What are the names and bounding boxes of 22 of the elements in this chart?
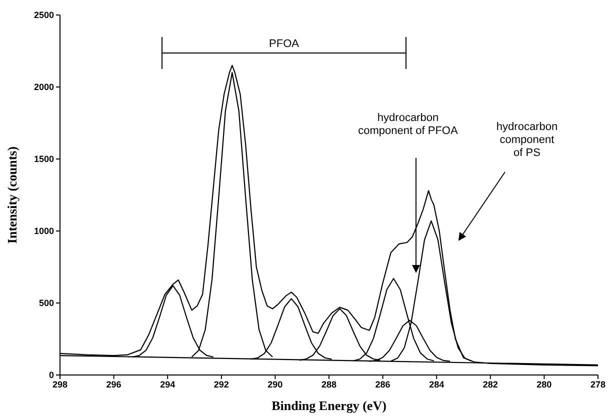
x-tick-label: 278 [590, 379, 606, 390]
x-tick-label: 294 [160, 379, 176, 390]
y-tick-label: 2000 [34, 82, 54, 92]
y-tick-label: 1500 [34, 154, 54, 164]
x-tick-label: 292 [214, 379, 229, 390]
x-tick-label: 286 [375, 379, 390, 390]
y-tick-label: 500 [38, 298, 54, 308]
x-tick-label: 290 [268, 379, 283, 390]
x-tick-label: 280 [536, 379, 552, 390]
y-tick-label: 0 [48, 370, 54, 380]
annotation: hydrocarbon component of PS [496, 121, 558, 159]
x-axis-title: Binding Energy (eV) [272, 398, 386, 413]
y-tick-label: 2500 [34, 10, 54, 20]
annotation: PFOA [269, 38, 300, 50]
x-tick-label: 284 [429, 379, 444, 390]
x-tick-label: 298 [52, 379, 68, 390]
annotation: hydrocarbon component of PFOA [358, 112, 458, 137]
x-tick-label: 288 [321, 379, 337, 390]
y-axis-title: Intensity (counts) [4, 146, 20, 244]
y-tick-label: 1000 [34, 226, 54, 236]
x-tick-label: 282 [482, 379, 498, 390]
x-tick-label: 296 [106, 379, 122, 390]
